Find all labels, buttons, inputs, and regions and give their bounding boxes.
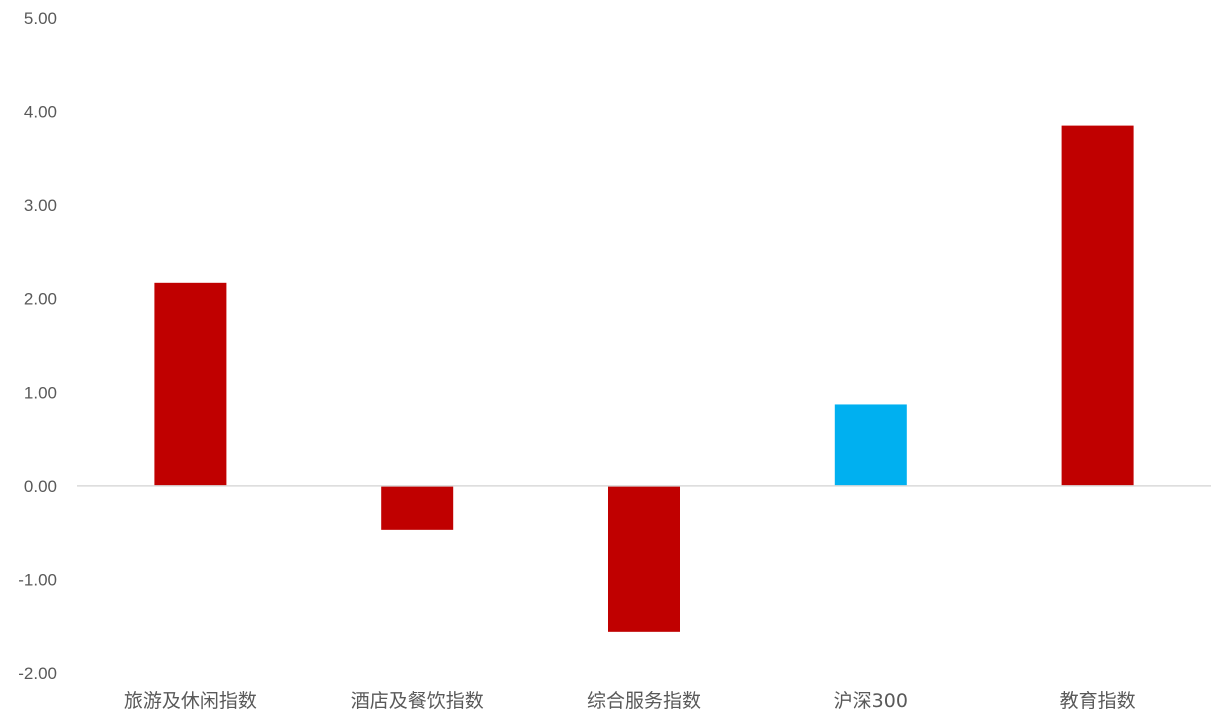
y-tick-label: 0.00 <box>24 477 57 496</box>
y-axis: 5.00 4.00 3.00 2.00 1.00 0.00 -1.00 -2.00 <box>18 9 57 683</box>
bar <box>381 485 454 530</box>
bar <box>834 404 907 486</box>
x-category-label: 综合服务指数 <box>587 690 701 712</box>
x-axis: 旅游及休闲指数 酒店及餐饮指数 综合服务指数 沪深300 教育指数 <box>77 485 1211 712</box>
x-category-label: 沪深300 <box>834 690 908 712</box>
x-category-label: 旅游及休闲指数 <box>124 690 257 712</box>
x-category-label: 教育指数 <box>1060 690 1136 712</box>
bars <box>154 125 1134 632</box>
y-tick-label: -2.00 <box>18 664 57 683</box>
bar <box>154 282 227 486</box>
y-tick-label: 5.00 <box>24 9 57 28</box>
y-tick-label: 2.00 <box>24 290 57 309</box>
bar <box>1061 125 1134 486</box>
y-tick-label: 4.00 <box>24 103 57 122</box>
y-tick-label: 1.00 <box>24 383 57 402</box>
y-tick-label: -1.00 <box>18 570 57 589</box>
bar <box>608 485 680 632</box>
x-category-label: 酒店及餐饮指数 <box>351 690 484 712</box>
y-tick-label: 3.00 <box>24 196 57 215</box>
